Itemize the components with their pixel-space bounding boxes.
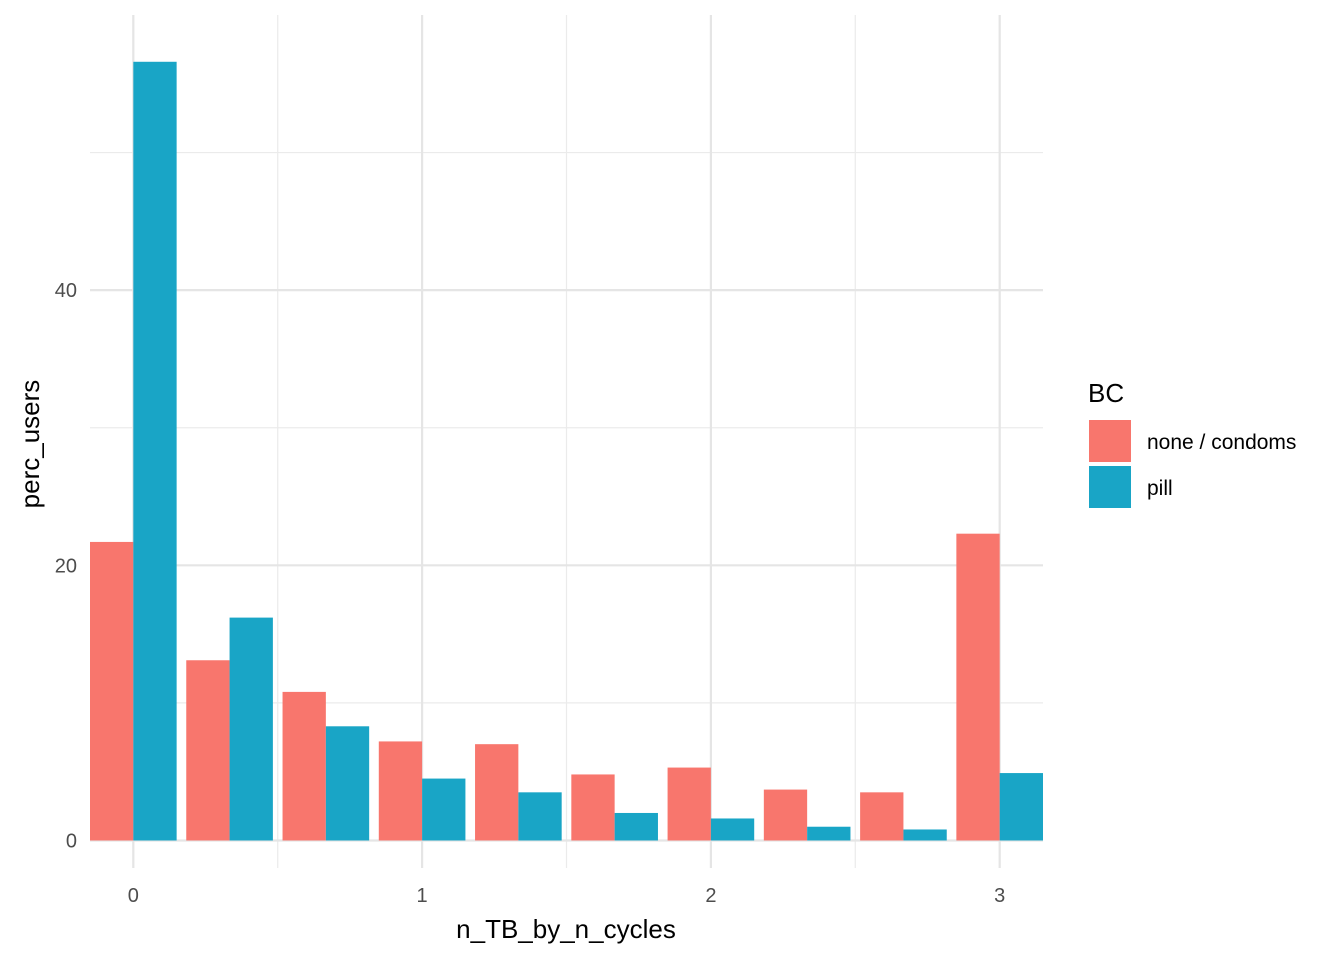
- y-tick-label: 40: [55, 280, 77, 302]
- y-tick-label: 0: [66, 830, 77, 852]
- bar-pill-9: [1000, 773, 1043, 840]
- bar-none-condoms-1: [186, 660, 229, 840]
- legend-swatch-pill: [1089, 466, 1131, 508]
- bar-pill-5: [615, 813, 658, 841]
- y-tick-label: 20: [55, 555, 77, 577]
- bar-none-condoms-5: [571, 774, 614, 840]
- x-axis-tick-labels: 0 1 2 3: [128, 885, 1005, 907]
- bar-none-condoms-4: [475, 744, 518, 840]
- x-tick-label: 2: [705, 885, 716, 907]
- x-tick-label: 0: [128, 885, 139, 907]
- bar-none-condoms-7: [764, 790, 807, 841]
- x-tick-label: 3: [994, 885, 1005, 907]
- bar-none-condoms-9: [956, 534, 999, 841]
- legend-title: BC: [1088, 378, 1124, 408]
- bar-pill-7: [807, 827, 850, 841]
- bar-pill-6: [711, 818, 754, 840]
- bar-none-condoms-8: [860, 792, 903, 840]
- bar-none-condoms-6: [668, 768, 711, 841]
- legend: BC none / condoms pill: [1088, 378, 1296, 508]
- y-axis-tick-labels: 0 20 40: [55, 280, 77, 852]
- legend-label-none-condoms: none / condoms: [1147, 431, 1296, 454]
- bar-pill-0: [133, 62, 176, 841]
- legend-swatch-none-condoms: [1089, 420, 1131, 462]
- bar-none-condoms-0: [90, 542, 133, 841]
- x-tick-label: 1: [417, 885, 428, 907]
- bar-pill-4: [518, 792, 561, 840]
- legend-label-pill: pill: [1147, 477, 1173, 500]
- bar-pill-8: [903, 829, 946, 840]
- bar-none-condoms-3: [379, 741, 422, 840]
- x-axis-title: n_TB_by_n_cycles: [456, 914, 676, 944]
- bar-none-condoms-2: [283, 692, 326, 841]
- bar-pill-2: [326, 726, 369, 840]
- bar-pill-3: [422, 779, 465, 841]
- bar-pill-1: [230, 618, 273, 841]
- y-axis-title: perc_users: [15, 380, 45, 509]
